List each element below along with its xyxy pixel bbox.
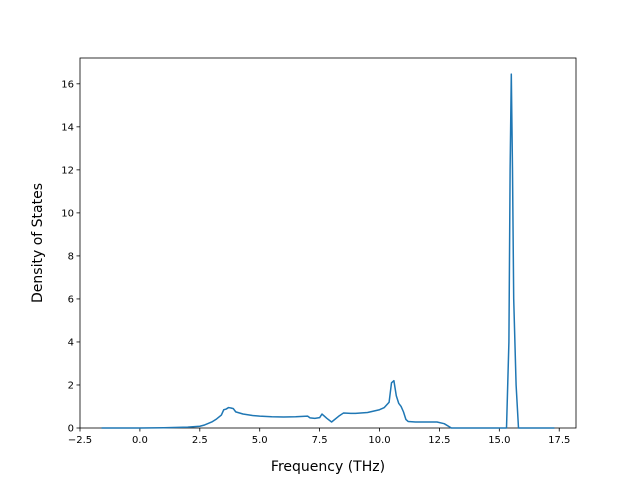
y-tick-label: 12 [61,165,74,176]
y-tick-label: 16 [61,79,74,90]
plot-frame [79,57,577,429]
x-tick-label: 15.0 [488,435,510,446]
y-tick-label: 6 [68,294,74,305]
x-tick-label: 2.5 [192,435,208,446]
y-tick-label: 2 [68,380,74,391]
x-axis-ticks: −2.5 0.0 2.5 5.0 7.5 10.0 12.5 15.0 17.5 [68,428,570,446]
x-tick-label: 0.0 [132,435,148,446]
x-tick-label: −2.5 [68,435,92,446]
y-axis-ticks: 0 2 4 6 8 10 12 14 16 [61,79,80,435]
y-tick-label: 14 [61,122,74,133]
y-tick-label: 0 [68,424,74,435]
y-axis-label: Density of States [30,183,46,303]
y-tick-label: 10 [61,208,74,219]
dos-series-line [101,73,555,429]
x-tick-label: 7.5 [312,435,328,446]
x-tick-label: 17.5 [548,435,570,446]
x-axis-label: Frequency (THz) [271,459,385,475]
y-tick-label: 4 [68,337,74,348]
x-tick-label: 5.0 [252,435,268,446]
x-tick-label: 12.5 [428,435,450,446]
x-tick-label: 10.0 [368,435,390,446]
y-tick-label: 8 [68,251,74,262]
series-layer [101,73,555,429]
